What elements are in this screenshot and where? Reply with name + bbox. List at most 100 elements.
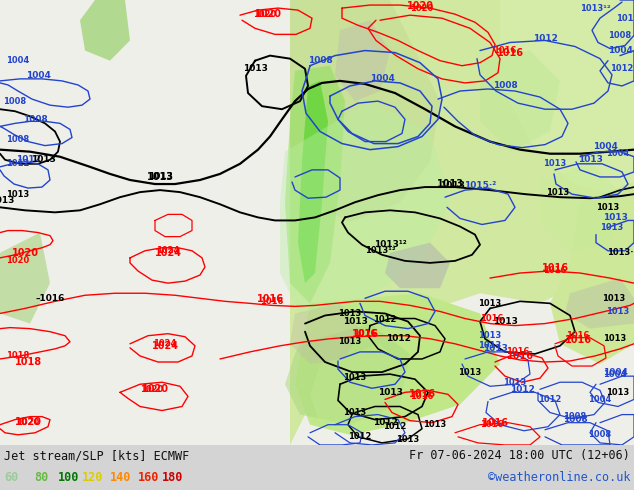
Text: 120: 120 — [82, 471, 103, 485]
Text: 1020: 1020 — [410, 3, 434, 13]
Text: 1008: 1008 — [3, 97, 27, 106]
Text: 1013¹²: 1013¹² — [365, 246, 396, 255]
Polygon shape — [540, 162, 620, 253]
Text: 1012: 1012 — [538, 395, 562, 404]
Text: 1016: 1016 — [410, 392, 434, 401]
Text: 1016: 1016 — [564, 335, 592, 345]
Text: 1020: 1020 — [406, 1, 434, 11]
Text: 1024: 1024 — [153, 339, 177, 348]
Text: 1012: 1012 — [6, 159, 30, 168]
Text: 1004: 1004 — [593, 142, 618, 151]
Text: 1013: 1013 — [602, 294, 626, 303]
Text: 100: 100 — [58, 471, 79, 485]
Text: 1016: 1016 — [543, 267, 567, 275]
Text: 1008: 1008 — [23, 115, 48, 124]
Text: 1012: 1012 — [385, 334, 410, 343]
Text: 1013: 1013 — [479, 342, 501, 350]
Text: 1013: 1013 — [479, 299, 501, 308]
Text: 1018: 1018 — [6, 351, 30, 361]
Text: 80: 80 — [34, 471, 48, 485]
Polygon shape — [285, 66, 345, 303]
Text: 1013: 1013 — [6, 190, 30, 198]
Text: 1024: 1024 — [157, 246, 179, 255]
Text: 1004: 1004 — [604, 369, 626, 379]
Text: ©weatheronline.co.uk: ©weatheronline.co.uk — [488, 471, 630, 485]
Polygon shape — [80, 0, 130, 61]
Text: 1012: 1012 — [373, 315, 397, 324]
Text: 1018: 1018 — [15, 357, 42, 367]
Text: 1013: 1013 — [602, 213, 628, 222]
Text: 1008: 1008 — [493, 81, 517, 91]
Text: 60: 60 — [4, 471, 18, 485]
Text: 1013: 1013 — [424, 420, 446, 429]
Text: 1013: 1013 — [606, 388, 630, 397]
Text: 1004: 1004 — [6, 56, 30, 65]
Text: 1004: 1004 — [602, 368, 628, 377]
Text: 1013: 1013 — [503, 378, 527, 387]
Polygon shape — [280, 101, 450, 314]
Text: 1012: 1012 — [533, 34, 557, 43]
Text: 1013: 1013 — [342, 317, 368, 326]
Text: Fr 07-06-2024 18:00 UTC (12+06): Fr 07-06-2024 18:00 UTC (12+06) — [409, 449, 630, 463]
Text: 1016: 1016 — [351, 329, 378, 339]
Text: 1013·: 1013· — [607, 248, 633, 257]
Text: 1020: 1020 — [141, 384, 169, 394]
Text: 1013: 1013 — [146, 172, 174, 182]
Text: 1020: 1020 — [140, 385, 164, 394]
Text: 1008: 1008 — [564, 412, 586, 421]
Text: 1012: 1012 — [616, 14, 634, 23]
Text: 1013: 1013 — [339, 337, 361, 346]
Text: 1012: 1012 — [16, 155, 41, 164]
Text: 1013: 1013 — [606, 307, 630, 316]
Text: 1016: 1016 — [257, 294, 283, 304]
Text: 1020: 1020 — [16, 418, 39, 427]
Polygon shape — [290, 0, 440, 222]
Text: Jet stream/SLP [kts] ECMWF: Jet stream/SLP [kts] ECMWF — [4, 449, 190, 463]
Text: 1013: 1013 — [396, 435, 420, 444]
Text: 1013: 1013 — [436, 179, 463, 189]
Polygon shape — [500, 0, 634, 202]
Text: 1016: 1016 — [566, 331, 590, 340]
Text: –1013: –1013 — [0, 196, 15, 205]
Text: 140: 140 — [110, 471, 131, 485]
Text: 1013: 1013 — [30, 155, 55, 164]
Text: 1016: 1016 — [541, 263, 569, 273]
Text: 1008: 1008 — [588, 430, 612, 440]
Text: 1013: 1013 — [479, 331, 501, 340]
Text: 1004: 1004 — [606, 149, 630, 158]
Polygon shape — [290, 303, 360, 364]
Text: 1016: 1016 — [507, 347, 529, 356]
Text: 1013: 1013 — [339, 309, 361, 318]
Text: 1013: 1013 — [600, 223, 624, 232]
Polygon shape — [285, 323, 410, 425]
Text: 1016: 1016 — [481, 314, 503, 323]
Text: 1013: 1013 — [439, 180, 465, 190]
Text: 1024: 1024 — [152, 341, 179, 351]
Text: 1008: 1008 — [6, 135, 30, 144]
Text: 1004: 1004 — [370, 74, 394, 83]
Polygon shape — [295, 293, 500, 435]
Polygon shape — [290, 0, 634, 445]
Text: 1016: 1016 — [493, 46, 517, 55]
Text: 1012: 1012 — [611, 64, 634, 74]
Text: 1015·²: 1015·² — [464, 180, 496, 190]
Text: 1016: 1016 — [481, 417, 508, 428]
Text: –1016: –1016 — [36, 294, 65, 303]
Polygon shape — [298, 81, 328, 283]
Text: 1013: 1013 — [493, 317, 517, 326]
Text: 1013: 1013 — [344, 408, 366, 417]
Text: 1016: 1016 — [507, 351, 533, 361]
Text: 1020: 1020 — [15, 416, 41, 427]
Text: 1016: 1016 — [261, 297, 283, 306]
Text: 1008: 1008 — [562, 415, 587, 424]
Text: 1008: 1008 — [609, 31, 631, 40]
Text: 1013: 1013 — [344, 373, 366, 382]
Text: 1012: 1012 — [373, 418, 398, 427]
Text: 1024: 1024 — [155, 248, 181, 258]
Polygon shape — [385, 243, 450, 288]
Text: 1013: 1013 — [604, 334, 626, 343]
Polygon shape — [565, 278, 634, 329]
Text: 1012: 1012 — [348, 432, 372, 441]
Text: 1013: 1013 — [543, 159, 567, 168]
Text: 1004: 1004 — [588, 395, 612, 404]
